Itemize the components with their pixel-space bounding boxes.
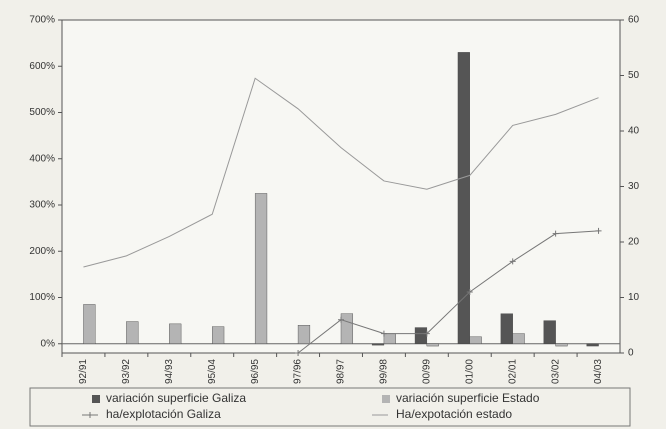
- legend-label: variación superficie Galiza: [106, 391, 246, 405]
- y2-tick-label: 30: [628, 181, 640, 192]
- legend-label: ha/explotación Galiza: [106, 407, 221, 421]
- bar: [297, 325, 311, 344]
- y2-tick-label: 0: [628, 348, 634, 359]
- bar: [254, 193, 268, 344]
- y2-tick-label: 40: [628, 126, 640, 137]
- legend-box: [29, 387, 631, 427]
- bar: [469, 336, 482, 344]
- x-tick-label: 01/00: [464, 359, 475, 384]
- legend-swatch: [92, 395, 100, 403]
- bar: [512, 333, 525, 344]
- x-tick-label: 04/03: [593, 359, 604, 384]
- bar: [457, 52, 470, 344]
- legend-label: Ha/expotación estado: [396, 407, 512, 421]
- x-tick-label: 98/97: [336, 359, 347, 384]
- x-tick-label: 03/02: [550, 359, 561, 384]
- bar: [383, 333, 396, 344]
- line: [297, 230, 599, 354]
- x-tick-label: 00/99: [421, 359, 432, 384]
- bar: [126, 321, 139, 344]
- y-tick-label: 200%: [29, 246, 55, 257]
- x-tick-label: 02/01: [507, 359, 518, 384]
- x-tick-label: 95/04: [207, 359, 218, 384]
- line: [83, 77, 599, 268]
- y2-tick-label: 50: [628, 70, 640, 81]
- plot-area: [61, 19, 621, 354]
- legend-swatch: [382, 395, 390, 403]
- bar: [83, 304, 96, 344]
- bar: [555, 343, 568, 347]
- x-tick-label: 92/91: [78, 359, 89, 384]
- x-tick-label: 96/95: [250, 359, 261, 384]
- y-tick-label: 700%: [29, 15, 55, 26]
- x-tick-label: 99/98: [379, 359, 390, 384]
- y-tick-label: 300%: [29, 200, 55, 211]
- x-tick-label: 97/96: [293, 359, 304, 384]
- y2-tick-label: 20: [628, 237, 640, 248]
- legend-marker: [87, 412, 93, 418]
- x-tick-label: 93/92: [121, 359, 132, 384]
- bar: [500, 313, 513, 344]
- y-tick-label: 600%: [29, 61, 55, 72]
- bar: [426, 343, 439, 347]
- y2-tick-label: 10: [628, 292, 640, 303]
- bar: [340, 313, 354, 344]
- y-tick-label: 0%: [41, 338, 56, 349]
- bar: [414, 327, 428, 344]
- bar: [169, 323, 182, 344]
- y2-tick-label: 60: [628, 15, 640, 26]
- bar: [543, 320, 556, 344]
- x-tick-label: 94/93: [164, 359, 175, 384]
- y-tick-label: 500%: [29, 107, 55, 118]
- legend-label: variación superficie Estado: [396, 391, 540, 405]
- y-tick-label: 400%: [29, 153, 55, 164]
- bar: [586, 343, 599, 347]
- y-tick-label: 100%: [29, 292, 55, 303]
- bar: [371, 343, 385, 346]
- bar: [212, 326, 225, 344]
